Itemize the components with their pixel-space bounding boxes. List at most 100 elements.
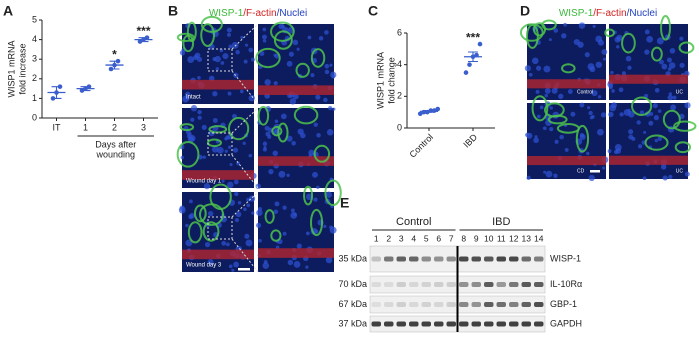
zoom-lines [231, 191, 259, 273]
nucleus [305, 231, 310, 236]
nucleus [595, 35, 603, 43]
band [396, 282, 406, 287]
nucleus [178, 206, 186, 214]
marker-label: 70 kDa [338, 279, 367, 289]
nucleus [608, 85, 613, 90]
nucleus [616, 34, 623, 41]
band [471, 256, 481, 262]
nucleus [602, 166, 606, 170]
image-label: Intact [186, 95, 201, 101]
nucleus [559, 134, 564, 140]
nucleus [297, 128, 304, 135]
significance: *** [136, 24, 150, 38]
nucleus [657, 136, 663, 141]
band [421, 302, 431, 307]
zoom-box [207, 216, 233, 240]
wisp-signal [531, 95, 549, 122]
band [371, 321, 381, 327]
marker-label: 35 kDa [338, 253, 367, 263]
nucleus [627, 108, 631, 113]
nucleus [262, 27, 267, 32]
micrograph [178, 183, 256, 272]
nucleus [273, 53, 277, 57]
nucleus [274, 119, 279, 124]
nucleus [233, 179, 239, 185]
nucleus [310, 73, 315, 78]
nucleus [621, 71, 626, 76]
nucleus [601, 48, 608, 55]
nucleus [539, 105, 544, 110]
nucleus [627, 65, 632, 70]
wisp-signal [264, 209, 275, 224]
data-point [435, 106, 441, 112]
actin-band [182, 170, 254, 180]
wisp-signal [206, 138, 222, 148]
nucleus [325, 256, 333, 264]
image-label: CD [577, 168, 585, 174]
nucleus [221, 179, 225, 183]
actin-band [182, 79, 254, 90]
image-label: UC [676, 89, 684, 95]
nucleus [227, 145, 232, 149]
wisp-signal [208, 125, 228, 134]
nucleus [579, 102, 585, 108]
panel-label: B [168, 3, 178, 19]
nucleus [227, 181, 234, 189]
nucleus [684, 102, 691, 109]
band [434, 321, 444, 327]
band [509, 321, 519, 327]
y-axis-label: fold increase [17, 43, 27, 94]
nucleus [242, 141, 246, 145]
band [459, 282, 469, 287]
band [384, 256, 394, 262]
nucleus [255, 183, 262, 190]
nucleus [216, 146, 224, 154]
micrograph [256, 179, 342, 272]
micrograph [525, 95, 609, 182]
wisp-signal [187, 221, 203, 244]
nucleus [323, 224, 327, 229]
nucleus [235, 49, 240, 55]
band [471, 282, 481, 287]
nucleus [684, 171, 690, 177]
wisp-signal [644, 134, 669, 151]
nucleus [644, 29, 650, 35]
nucleus [561, 33, 567, 39]
nucleus [316, 185, 320, 190]
image-label: Control [577, 89, 593, 95]
wisp-signal [631, 96, 653, 116]
nucleus [264, 125, 270, 131]
nucleus [588, 174, 595, 182]
nucleus [648, 120, 654, 126]
nucleus [180, 155, 184, 160]
band [496, 302, 506, 307]
lane-number: 7 [449, 233, 454, 243]
band [496, 321, 506, 327]
nucleus [611, 89, 615, 93]
data-point [417, 111, 423, 117]
nucleus [662, 175, 668, 181]
y-tick-label: 3 [32, 54, 37, 64]
band [421, 256, 431, 262]
x-tick-label: Control [408, 132, 436, 160]
band [496, 256, 506, 262]
micrograph [255, 21, 337, 105]
micrograph [607, 96, 697, 181]
nucleus [668, 174, 673, 180]
nucleus [325, 191, 332, 198]
nucleus [228, 44, 233, 49]
nucleus [315, 94, 321, 100]
x-group-label: wounding [95, 149, 135, 159]
zoom-box [207, 48, 233, 72]
nucleus [667, 67, 672, 71]
scale-bar [590, 170, 600, 173]
nucleus [248, 94, 255, 102]
nucleus [212, 118, 218, 123]
x-tick-label: 1 [83, 122, 88, 132]
wisp-signal [277, 122, 289, 143]
nucleus [329, 63, 333, 67]
nucleus [250, 57, 255, 62]
band [484, 256, 494, 262]
significance: * [112, 47, 117, 61]
